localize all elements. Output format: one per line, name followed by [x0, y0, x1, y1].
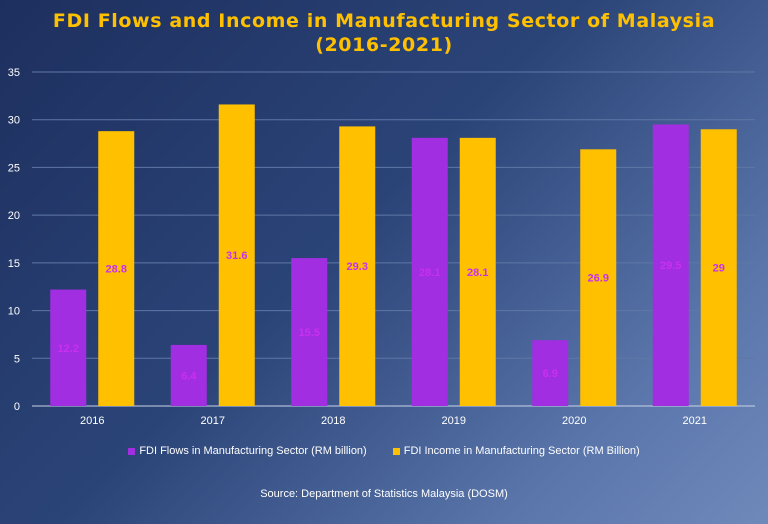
chart-title: FDI Flows and Income in Manufacturing Se… — [52, 10, 716, 32]
data-label: 6.4 — [181, 370, 197, 382]
x-tick-label: 2018 — [321, 415, 345, 427]
y-tick-label: 30 — [8, 115, 20, 127]
y-tick-label: 5 — [14, 353, 20, 365]
y-tick-label: 35 — [8, 67, 20, 79]
legend-swatch-income — [392, 447, 400, 455]
legend: FDI Flows in Manufacturing Sector (RM bi… — [0, 445, 768, 457]
bar-chart: 0 5 10 15 20 25 30 35 2016 12.2 28.8 2017 6.4 31.6 201… — [8, 67, 755, 427]
legend-item-flows: FDI Flows in Manufacturing Sector (RM bi… — [128, 445, 367, 457]
y-tick-label: 10 — [8, 306, 20, 318]
data-label: 15.5 — [299, 327, 320, 339]
bar-fdi-flows — [532, 340, 569, 406]
data-label: 26.9 — [588, 273, 609, 285]
data-label: 28.1 — [467, 267, 488, 279]
x-tick-label: 2019 — [442, 415, 466, 427]
legend-label-income: FDI Income in Manufacturing Sector (RM B… — [403, 445, 640, 457]
data-label: 6.9 — [543, 368, 558, 380]
data-label: 31.6 — [226, 250, 247, 262]
legend-label-flows: FDI Flows in Manufacturing Sector (RM bi… — [139, 445, 367, 457]
data-label: 29.3 — [347, 261, 368, 273]
y-tick-label: 20 — [8, 210, 20, 222]
data-label: 28.8 — [106, 264, 127, 276]
chart-subtitle: (2016-2021) — [315, 34, 453, 56]
y-tick-label: 25 — [8, 162, 20, 174]
x-tick-label: 2020 — [562, 415, 586, 427]
y-tick-label: 15 — [8, 258, 20, 270]
x-tick-label: 2021 — [683, 415, 707, 427]
bar-fdi-income — [339, 126, 376, 406]
x-tick-label: 2016 — [80, 415, 104, 427]
bar-fdi-income — [700, 129, 737, 406]
bar-fdi-flows — [50, 289, 87, 406]
source-note: Source: Department of Statistics Malaysi… — [260, 488, 508, 500]
bar-fdi-income — [580, 149, 617, 406]
data-label: 28.1 — [419, 267, 440, 279]
bar-fdi-flows — [411, 137, 448, 407]
data-label: 29 — [713, 263, 725, 275]
bar-fdi-flows — [291, 258, 328, 406]
bar-fdi-flows — [652, 124, 689, 406]
data-label: 29.5 — [660, 260, 681, 272]
legend-item-income: FDI Income in Manufacturing Sector (RM B… — [392, 445, 640, 457]
bar-fdi-flows — [170, 344, 207, 406]
data-label: 12.2 — [58, 343, 79, 355]
bar-fdi-income — [218, 104, 255, 407]
legend-swatch-flows — [128, 447, 136, 455]
y-tick-label: 0 — [14, 401, 20, 413]
bar-fdi-income — [459, 137, 496, 407]
x-tick-label: 2017 — [201, 415, 225, 427]
bar-fdi-income — [98, 131, 135, 406]
